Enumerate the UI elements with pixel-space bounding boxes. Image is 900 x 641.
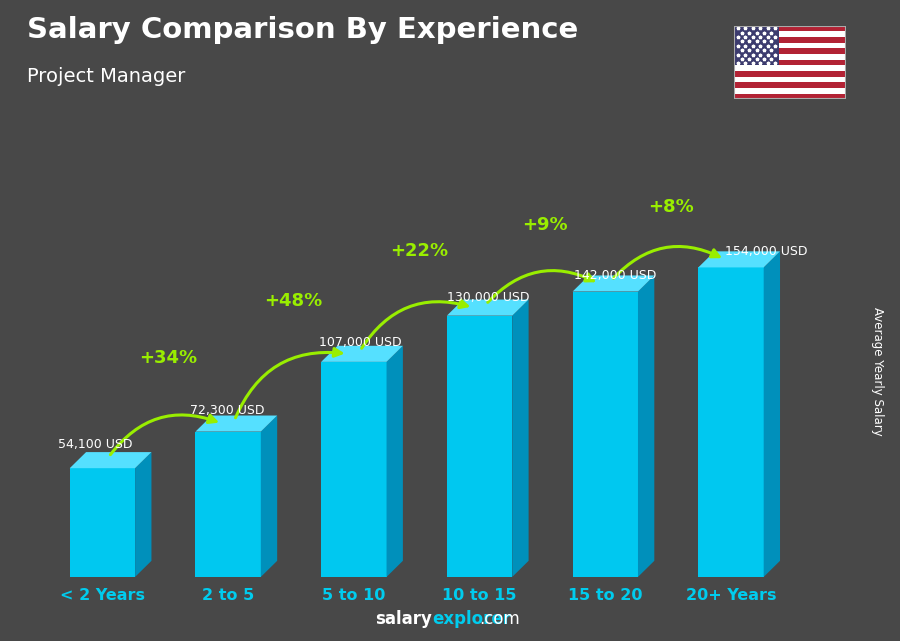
Polygon shape	[321, 362, 386, 577]
Text: +9%: +9%	[522, 216, 568, 234]
Polygon shape	[69, 468, 135, 577]
Bar	[734, 60, 846, 65]
Bar	[734, 77, 846, 82]
Polygon shape	[447, 299, 528, 315]
Text: 107,000 USD: 107,000 USD	[319, 336, 401, 349]
Text: salary: salary	[375, 610, 432, 628]
Text: +8%: +8%	[648, 198, 694, 216]
Bar	[734, 94, 846, 99]
Polygon shape	[572, 276, 654, 292]
Bar	[734, 65, 846, 71]
Bar	[734, 71, 846, 77]
Bar	[734, 31, 846, 37]
Text: 130,000 USD: 130,000 USD	[447, 292, 529, 304]
Text: +22%: +22%	[391, 242, 448, 260]
Polygon shape	[135, 452, 151, 577]
Polygon shape	[638, 276, 654, 577]
Bar	[734, 54, 846, 60]
Bar	[734, 37, 846, 43]
Bar	[734, 43, 846, 48]
Polygon shape	[698, 251, 780, 267]
Text: +48%: +48%	[265, 292, 322, 310]
Polygon shape	[195, 415, 277, 431]
Polygon shape	[261, 415, 277, 577]
Polygon shape	[386, 345, 403, 577]
Polygon shape	[321, 345, 403, 362]
Bar	[734, 82, 846, 88]
Bar	[734, 88, 846, 94]
Text: +34%: +34%	[139, 349, 197, 367]
Bar	[734, 26, 778, 65]
Text: 154,000 USD: 154,000 USD	[724, 245, 807, 258]
Text: 72,300 USD: 72,300 USD	[191, 404, 265, 417]
Text: Salary Comparison By Experience: Salary Comparison By Experience	[27, 16, 578, 44]
Bar	[734, 26, 846, 31]
Polygon shape	[447, 315, 512, 577]
Polygon shape	[764, 251, 780, 577]
Polygon shape	[69, 452, 151, 468]
Text: 142,000 USD: 142,000 USD	[574, 269, 656, 282]
Polygon shape	[512, 299, 528, 577]
Polygon shape	[698, 267, 764, 577]
Polygon shape	[195, 431, 261, 577]
Text: explorer: explorer	[432, 610, 511, 628]
Bar	[734, 48, 846, 54]
Text: Project Manager: Project Manager	[27, 67, 185, 87]
Polygon shape	[572, 292, 638, 577]
Text: .com: .com	[479, 610, 520, 628]
Text: Average Yearly Salary: Average Yearly Salary	[871, 308, 884, 436]
Text: 54,100 USD: 54,100 USD	[58, 438, 133, 451]
